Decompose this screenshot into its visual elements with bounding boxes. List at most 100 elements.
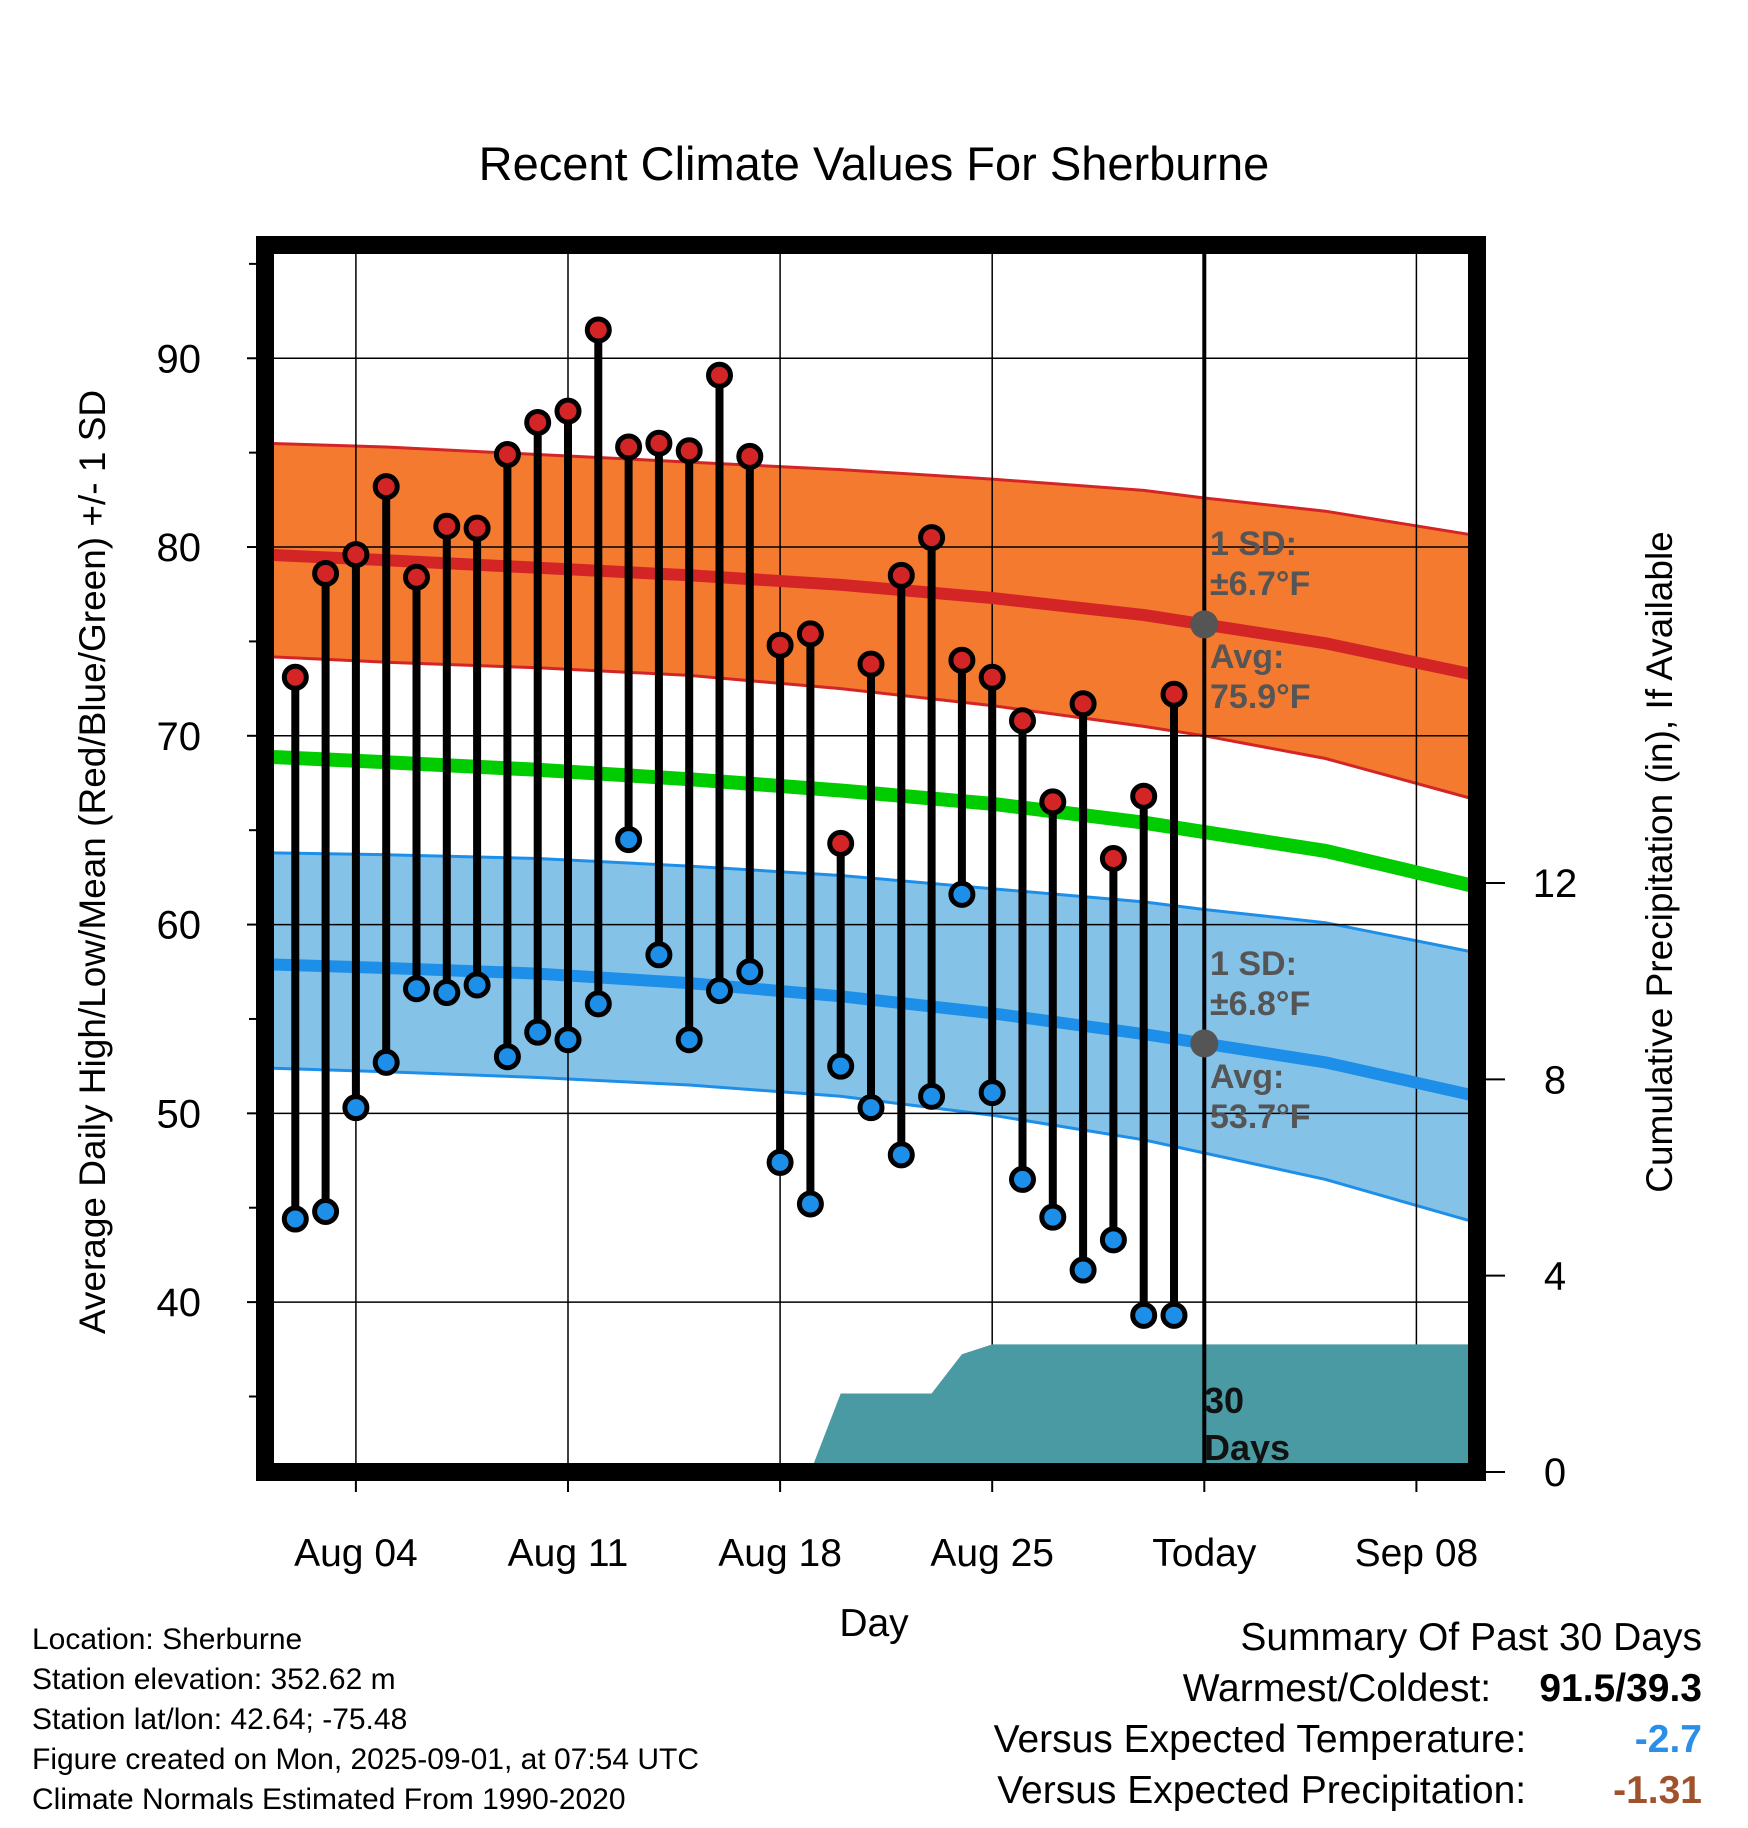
y-axis-label: Average Daily High/Low/Mean (Red/Blue/Gr… (72, 390, 113, 1334)
y-tick-label: 70 (157, 715, 202, 759)
daily-high-point (706, 361, 733, 389)
days-count-label: 30 (1204, 1380, 1244, 1421)
high-sd-value: ±6.7°F (1210, 565, 1310, 603)
daily-low-point (463, 971, 491, 999)
high-sd-lower-edge (264, 655, 1478, 802)
low-sd-upper-edge (264, 851, 1478, 955)
y2-tick-label: 0 (1544, 1451, 1566, 1495)
daily-high-point (1130, 782, 1158, 810)
daily-high-point (554, 397, 582, 425)
daily-low-point (1130, 1301, 1158, 1329)
temp-anomaly-value: -2.7 (1634, 1718, 1702, 1761)
daily-low-point (584, 990, 612, 1018)
temp-anomaly-label: Versus Expected Temperature: (993, 1718, 1527, 1761)
daily-low-point (887, 1141, 915, 1169)
daily-low-point (281, 1205, 309, 1233)
y-tick-label: 50 (157, 1092, 202, 1136)
today-low-average-marker (1190, 1029, 1219, 1058)
daily-high-point (433, 512, 461, 540)
daily-high-point (796, 620, 824, 648)
y2-axis-label: Cumulative Precipitation (in), If Availa… (1639, 531, 1680, 1193)
precip-anomaly-value: -1.31 (1613, 1769, 1702, 1812)
daily-high-point (918, 524, 946, 552)
daily-high-point (827, 829, 855, 857)
daily-high-point (524, 408, 552, 436)
x-tick-label: Sep 08 (1355, 1532, 1479, 1575)
elevation-text: Station elevation: 352.62 m (32, 1663, 396, 1696)
daily-high-point (463, 514, 491, 542)
x-tick-label: Today (1152, 1532, 1257, 1575)
x-axis-label: Day (839, 1602, 909, 1645)
daily-low-point (1039, 1203, 1067, 1231)
daily-low-point (342, 1094, 370, 1122)
warm-cold-label: Warmest/Coldest: (1182, 1667, 1492, 1710)
daily-high-point (675, 437, 703, 465)
daily-high-point (857, 650, 885, 678)
cumulative-precipitation-area (810, 1344, 1477, 1472)
today-high-average-marker (1190, 610, 1219, 639)
daily-low-point (1099, 1226, 1127, 1254)
daily-low-point (312, 1197, 340, 1225)
daily-high-point (1099, 845, 1127, 872)
daily-high-point (584, 316, 612, 344)
daily-low-point (948, 880, 976, 908)
normals-text: Climate Normals Estimated From 1990-2020 (32, 1783, 626, 1816)
daily-low-point (736, 958, 764, 986)
daily-high-point (312, 559, 340, 587)
daily-high-point (1069, 690, 1097, 718)
daily-high-point (736, 442, 764, 470)
daily-low-point (524, 1018, 552, 1046)
daily-low-point (766, 1148, 794, 1176)
low-sd-value: ±6.8°F (1210, 985, 1310, 1023)
mean-average-line (264, 749, 1479, 894)
location-text: Location: Sherburne (32, 1623, 303, 1656)
x-tick-label: Aug 04 (294, 1532, 418, 1575)
daily-high-point (766, 631, 794, 659)
summary-precip: Versus Expected Precipitation: -1.31 (994, 1765, 1702, 1816)
y-tick-label: 60 (157, 904, 202, 948)
high-avg-label: Avg: (1210, 638, 1284, 676)
precip-anomaly-label: Versus Expected Precipitation: (997, 1769, 1527, 1812)
daily-high-point (342, 541, 370, 569)
daily-low-point (978, 1079, 1006, 1107)
plot-frame (256, 236, 1486, 1481)
daily-high-point (645, 429, 673, 457)
high-sd-upper-edge (264, 441, 1478, 538)
daily-low-point (706, 977, 733, 1005)
low-avg-value: 53.7°F (1210, 1098, 1311, 1136)
daily-low-point (493, 1043, 521, 1071)
daily-low-point (827, 1052, 855, 1080)
high-avg-value: 75.9°F (1210, 678, 1311, 716)
daily-low-point (433, 979, 461, 1007)
daily-low-point (857, 1094, 885, 1122)
daily-high-point (403, 563, 430, 591)
daily-high-point (978, 663, 1006, 691)
chart-title: Recent Climate Values For Sherburne (479, 137, 1270, 190)
warm-cold-value: 91.5/39.3 (1539, 1667, 1702, 1710)
created-text: Figure created on Mon, 2025-09-01, at 07… (32, 1743, 700, 1776)
y-tick-label: 90 (157, 337, 202, 381)
daily-low-point (403, 975, 430, 1003)
daily-high-point (1009, 707, 1036, 735)
daily-low-point (615, 826, 643, 854)
daily-low-point (675, 1026, 703, 1054)
y-tick-label: 40 (157, 1281, 202, 1325)
y2-tick-label: 12 (1533, 862, 1578, 906)
low-sd-label: 1 SD: (1210, 945, 1297, 983)
daily-low-point (1160, 1301, 1188, 1329)
daily-low-point (1009, 1165, 1036, 1193)
station-info: Location: Sherburne Station elevation: 3… (32, 1620, 699, 1820)
latlon-text: Station lat/lon: 42.64; -75.48 (32, 1703, 408, 1736)
daily-high-point (1039, 788, 1067, 816)
x-tick-label: Aug 25 (930, 1532, 1054, 1575)
high-average-line (264, 548, 1479, 682)
daily-low-point (645, 941, 673, 969)
daily-high-point (372, 473, 400, 501)
daily-low-point (1069, 1256, 1097, 1284)
summary-temp: Versus Expected Temperature: -2.7 (994, 1714, 1702, 1765)
x-tick-label: Aug 11 (508, 1532, 629, 1575)
y2-tick-label: 8 (1544, 1058, 1566, 1102)
summary-panel: Summary Of Past 30 Days Warmest/Coldest:… (994, 1612, 1702, 1816)
